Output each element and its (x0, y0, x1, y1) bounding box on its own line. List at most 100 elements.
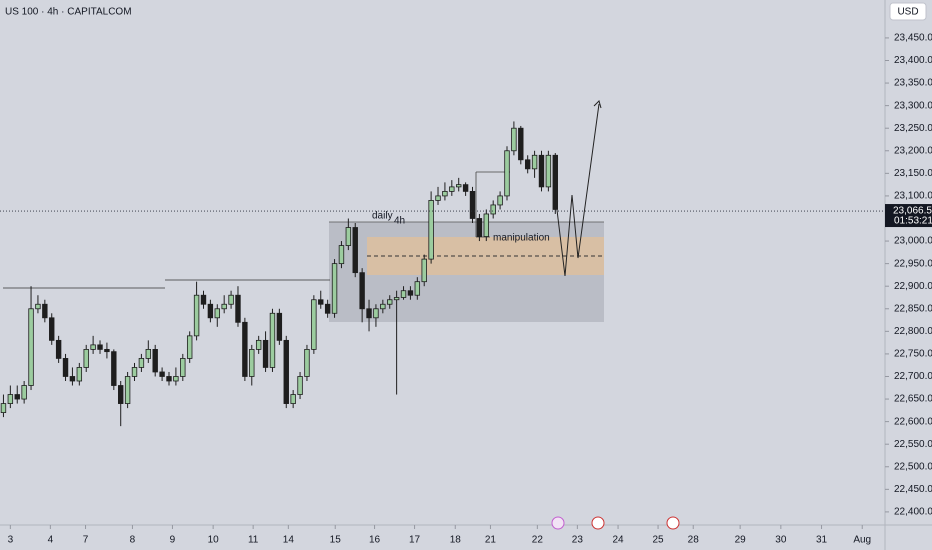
countdown: 01:53:21 (894, 216, 932, 227)
candle-body (552, 154, 558, 210)
drawings: daily 4h manipulation (3, 100, 604, 322)
candle-body (131, 367, 138, 377)
x-tick-label: 23 (572, 535, 584, 546)
x-tick-label: 9 (170, 535, 176, 546)
y-tick-label: 22,550.0 (894, 439, 932, 450)
candle-body (331, 263, 338, 314)
x-tick-label: 31 (816, 535, 828, 546)
currency[interactable]: USD (897, 7, 918, 18)
y-tick-label: 23,250.0 (894, 123, 932, 134)
candle-body (373, 308, 379, 319)
candle-body (428, 200, 434, 260)
x-tick-label: 28 (688, 535, 700, 546)
x-tick-label: 7 (83, 535, 89, 546)
projection-arrow (556, 103, 600, 277)
candle-body (159, 371, 165, 377)
candle-body (497, 195, 503, 206)
y-tick-label: 23,400.0 (894, 55, 932, 66)
candle-body (118, 385, 124, 404)
x-tick-label: 25 (652, 535, 664, 546)
candle-body (380, 303, 386, 310)
candle-body (207, 303, 214, 319)
candle-body (173, 376, 179, 382)
candle-body (476, 218, 483, 237)
candle-body (21, 385, 27, 400)
candle-body (221, 303, 227, 310)
candle-body (111, 351, 117, 386)
candle-body (166, 376, 172, 382)
event-icons (551, 516, 680, 530)
candle-body (14, 394, 20, 400)
candle-body (462, 184, 469, 192)
x-tick-label: 24 (612, 535, 624, 546)
candle-body (35, 303, 41, 310)
candle-body (55, 339, 62, 359)
candle-body (490, 204, 496, 215)
x-tick-label: 18 (450, 535, 462, 546)
candle-body (387, 299, 393, 305)
y-tick-label: 22,750.0 (894, 349, 932, 360)
candle-body (524, 159, 531, 170)
y-tick-label: 22,450.0 (894, 484, 932, 495)
x-tick-label: 11 (248, 535, 259, 546)
y-tick-label: 22,850.0 (894, 303, 932, 314)
candle-body (83, 348, 89, 368)
candle-body (69, 376, 76, 382)
candle-body (255, 339, 262, 350)
candle-body (97, 344, 103, 350)
candle-body (42, 303, 48, 319)
x-tick-label: 3 (8, 535, 14, 546)
annotation: manipulation (493, 233, 550, 244)
candle-body (338, 245, 345, 265)
candle-body (193, 294, 200, 337)
candle-body (200, 294, 207, 305)
x-tick-label: 8 (130, 535, 136, 546)
candle-body (311, 299, 317, 350)
candle-body (407, 290, 414, 296)
candle-body (504, 150, 510, 197)
candle-body (214, 308, 220, 319)
candle-body (442, 191, 448, 197)
candle-body (186, 335, 193, 359)
y-tick-label: 23,200.0 (894, 145, 932, 156)
candle-body (318, 299, 324, 305)
x-tick-label: 15 (330, 535, 342, 546)
candle-body (304, 348, 310, 377)
x-tick-label: 21 (485, 535, 497, 546)
candle-body (138, 358, 145, 368)
candle-body (324, 303, 331, 314)
annotation: daily (372, 211, 393, 222)
candle-body (518, 127, 524, 161)
chart-title: US 100 · 4h · CAPITALCOM (5, 7, 132, 18)
candle-body (7, 394, 14, 404)
candle-body (276, 312, 283, 341)
candle-body (483, 213, 490, 237)
candle-body (62, 358, 69, 377)
candle-body (456, 184, 462, 188)
x-tick-label: 10 (208, 535, 220, 546)
candle-body (393, 297, 400, 301)
candle-body (76, 367, 83, 382)
candle-body (152, 348, 158, 373)
y-tick-label: 23,150.0 (894, 168, 932, 179)
candle-body (511, 127, 517, 152)
candle-body (400, 290, 407, 298)
y-tick-label: 22,650.0 (894, 394, 932, 405)
candle-body (283, 339, 289, 404)
candle-body (469, 191, 476, 219)
candle-body (124, 376, 131, 404)
candle-body (145, 348, 152, 359)
event-icon (551, 516, 565, 530)
event-icon (591, 516, 605, 530)
arrow-head (593, 100, 602, 109)
currency-button[interactable] (889, 2, 927, 21)
y-tick-label: 23,450.0 (894, 33, 932, 44)
y-tick-label: 22,700.0 (894, 371, 932, 382)
candle-body (531, 154, 538, 170)
candle-body (449, 186, 455, 192)
x-tick-label: 22 (532, 535, 544, 546)
candle-body (90, 344, 96, 350)
current-price-box (885, 204, 932, 228)
